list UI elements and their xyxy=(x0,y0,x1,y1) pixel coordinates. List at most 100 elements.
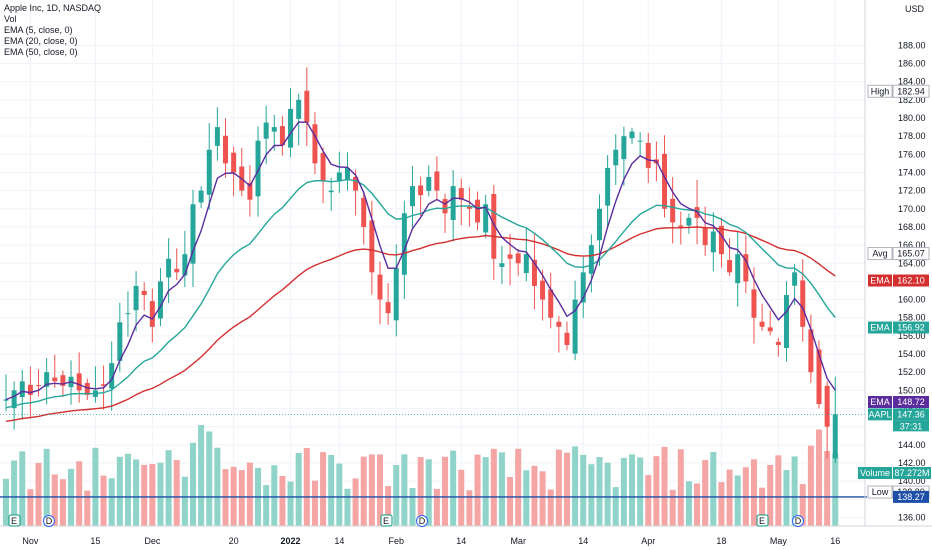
price-tag: EMA 162.10 xyxy=(868,274,929,287)
price-tag-label-box xyxy=(868,321,892,334)
volume-bar xyxy=(515,448,522,526)
volume-bar xyxy=(572,446,579,526)
chart-grid xyxy=(0,0,865,526)
volume-bar xyxy=(442,456,449,526)
price-tag-value: 148.72 xyxy=(897,397,925,407)
volume-bar xyxy=(580,454,587,526)
candle-body xyxy=(596,208,602,241)
candle-body xyxy=(101,384,107,386)
volume-bar xyxy=(694,483,701,526)
volume-bar xyxy=(612,487,619,526)
candle-body xyxy=(556,321,562,327)
ema50-line xyxy=(5,226,836,422)
volume-bar xyxy=(173,460,180,526)
volume-bar xyxy=(238,470,245,526)
volume-bar xyxy=(661,446,668,526)
price-tag: High 182.94 xyxy=(867,84,930,98)
volume-bar xyxy=(393,465,400,526)
volume-bar xyxy=(669,489,676,526)
volume-bar xyxy=(677,449,684,526)
volume-bar xyxy=(116,456,123,526)
marker-letter: E xyxy=(11,516,17,526)
x-tick-label: Mar xyxy=(510,536,526,546)
candle-body xyxy=(816,349,822,404)
price-tag-value-box xyxy=(893,274,929,287)
volume-bar xyxy=(376,454,383,526)
candle-body xyxy=(531,259,537,286)
candle-body xyxy=(377,274,383,300)
volume-bar xyxy=(807,445,814,526)
x-tick-label: 20 xyxy=(229,536,239,546)
price-tag-value-box xyxy=(892,247,930,261)
candle-body xyxy=(214,127,220,146)
y-tick-label: 150.00 xyxy=(898,385,926,395)
price-tag: Avg 165.07 xyxy=(867,247,930,261)
price-tag-label-box xyxy=(868,396,892,409)
y-tick-label: 158.00 xyxy=(898,313,926,323)
volume-bar xyxy=(734,475,741,526)
earnings-marker xyxy=(380,514,393,527)
volume-bar xyxy=(303,447,310,526)
price-tag-label: EMA xyxy=(870,397,890,407)
y-tick-label: 184.00 xyxy=(898,77,926,87)
volume-bar xyxy=(352,478,359,526)
volume-bars xyxy=(3,425,839,526)
candle-body xyxy=(588,245,594,274)
candle-body xyxy=(336,172,342,182)
marker-letter: D xyxy=(46,516,53,526)
y-tick-label: 170.00 xyxy=(898,204,926,214)
candle-body xyxy=(166,258,172,278)
candle-body xyxy=(247,182,253,200)
candle-body xyxy=(304,90,310,123)
volume-bar xyxy=(791,456,798,526)
y-tick-label: 182.00 xyxy=(898,95,926,105)
candle-body xyxy=(548,289,554,318)
candle-body xyxy=(312,124,318,164)
low-line-tag-value: 138.27 xyxy=(897,492,925,502)
candle-body xyxy=(255,140,261,197)
price-tag-value-box xyxy=(893,396,929,409)
candle-body xyxy=(385,302,391,314)
volume-bar xyxy=(824,451,831,526)
volume-bar xyxy=(27,489,34,526)
volume-bar xyxy=(498,452,505,526)
candle-body xyxy=(296,99,302,119)
price-axis[interactable]: 136.00138.00140.00142.00144.00146.00148.… xyxy=(864,0,926,526)
candle-body xyxy=(735,254,741,284)
volume-bar xyxy=(775,455,782,526)
candle-body xyxy=(84,383,90,395)
candle-body xyxy=(605,167,611,206)
y-tick-label: 176.00 xyxy=(898,149,926,159)
y-tick-label: 172.00 xyxy=(898,186,926,196)
x-tick-label: 18 xyxy=(716,536,726,546)
volume-bar xyxy=(401,454,408,526)
candle-body xyxy=(743,254,749,282)
candle-body xyxy=(52,377,58,382)
dividend-marker xyxy=(792,515,804,527)
volume-bar xyxy=(295,453,302,526)
marker-letter: E xyxy=(383,516,389,526)
y-tick-label: 152.00 xyxy=(898,367,926,377)
dividend-marker xyxy=(416,515,428,527)
marker-letter: D xyxy=(795,516,802,526)
ema20-line xyxy=(5,178,836,409)
candle-body xyxy=(718,225,724,255)
candle-body xyxy=(670,198,676,223)
candle-body xyxy=(157,281,163,319)
price-tag-label-box xyxy=(867,247,893,261)
volume-bar xyxy=(433,488,440,526)
time-axis[interactable]: Nov 15 Dec 20 2022 14 Feb 14 Mar 14 Apr 18 May 16 xyxy=(0,525,932,546)
volume-bar xyxy=(799,484,806,526)
volume-bar xyxy=(555,449,562,526)
candle-body xyxy=(320,152,326,182)
volume-bar xyxy=(124,453,131,526)
marker-letter: E xyxy=(759,516,765,526)
legend-symbol: Apple Inc, 1D, NASDAQ xyxy=(4,3,102,13)
volume-bar xyxy=(726,469,733,526)
candle-body xyxy=(44,372,50,387)
x-tick-label: 14 xyxy=(334,536,344,546)
volume-bar xyxy=(35,462,42,526)
volume-bar xyxy=(629,454,636,526)
dividend-marker xyxy=(43,515,55,527)
